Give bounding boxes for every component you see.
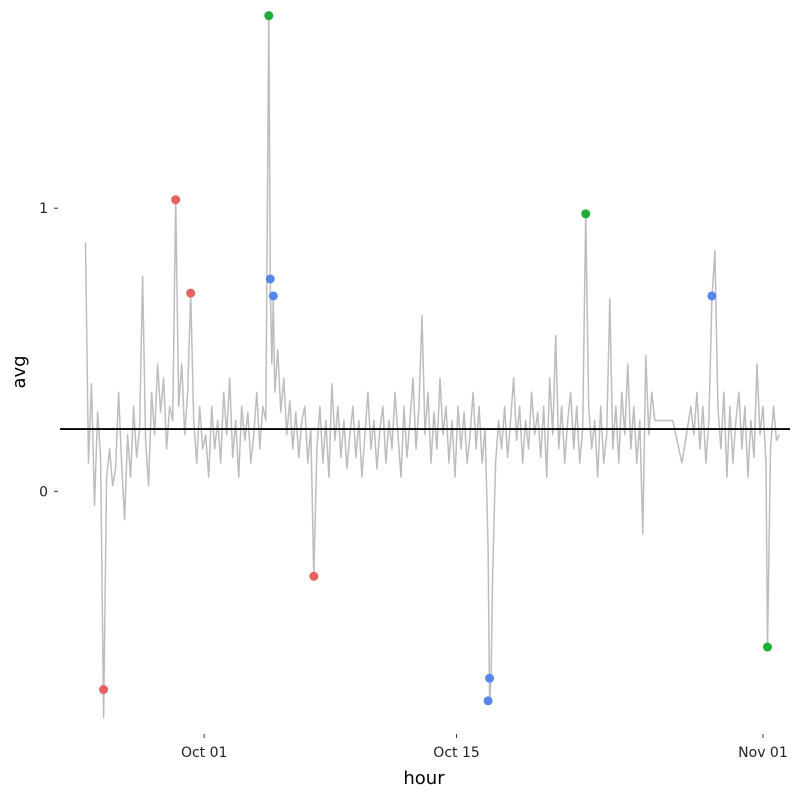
x-axis-title: hour	[403, 768, 445, 789]
y-tick-label-0: 0	[39, 484, 48, 500]
series-line-0	[84, 14, 781, 719]
anomaly-point-1	[171, 195, 181, 205]
x-tick-label-2: Nov 01	[738, 745, 788, 761]
anomaly-point-5	[581, 209, 591, 219]
plot-area: 0 1 Oct 01 Oct 15 Nov 01	[39, 11, 790, 761]
anomaly-point-7	[265, 274, 275, 284]
y-tick-label-1: 1	[39, 201, 48, 217]
x-tick-label-0: Oct 01	[181, 745, 227, 761]
y-axis-title: avg	[9, 355, 30, 388]
x-tick-label-1: Oct 15	[433, 745, 479, 761]
anomaly-point-0	[99, 685, 109, 695]
anomaly-point-9	[485, 673, 495, 683]
anomaly-point-10	[483, 696, 493, 706]
anomaly-point-6	[762, 642, 772, 652]
anomaly-point-4	[264, 11, 274, 21]
anomaly-point-3	[309, 571, 319, 581]
anomaly-point-11	[707, 291, 717, 301]
anomaly-point-2	[186, 288, 196, 298]
anomaly-point-8	[268, 291, 278, 301]
